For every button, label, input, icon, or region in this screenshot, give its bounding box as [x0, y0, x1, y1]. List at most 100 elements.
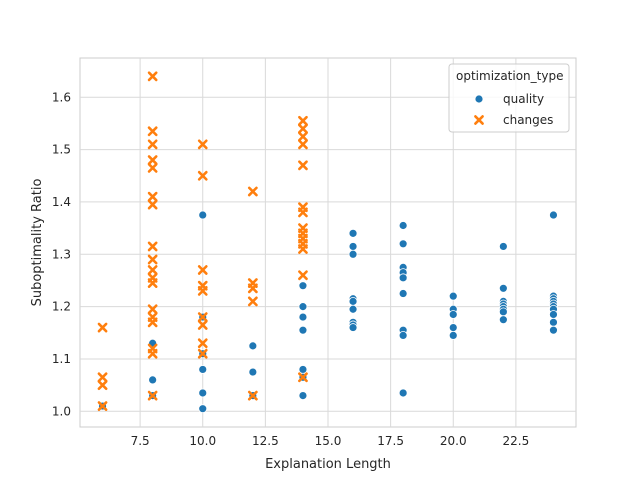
- x-axis-label: Explanation Length: [265, 457, 391, 472]
- changes-point: [247, 186, 258, 197]
- x-tick-label: 17.5: [377, 434, 404, 448]
- changes-point: [147, 241, 158, 252]
- quality-point: [298, 391, 308, 400]
- legend-item-quality: quality: [474, 92, 544, 106]
- quality-point: [298, 281, 308, 291]
- quality-point: [298, 365, 308, 374]
- quality-point: [549, 317, 558, 327]
- changes-point: [97, 372, 108, 383]
- legend-items: quality changes: [474, 92, 553, 127]
- quality-point: [498, 307, 508, 317]
- changes-point: [197, 312, 208, 322]
- changes-point: [147, 191, 158, 202]
- quality-point: [398, 221, 408, 230]
- changes-point: [298, 139, 308, 150]
- quality-point: [148, 375, 158, 385]
- changes-point: [147, 304, 158, 315]
- y-tick-label: 1.1: [52, 352, 71, 366]
- changes-point: [298, 160, 308, 171]
- quality-point: [398, 331, 408, 340]
- quality-legend-marker: [474, 94, 484, 104]
- changes-point: [298, 244, 308, 254]
- legend-item-changes: changes: [474, 113, 553, 127]
- quality-point: [448, 310, 458, 319]
- x-tick-label: 22.5: [503, 434, 530, 448]
- quality-point: [298, 312, 308, 322]
- changes-point: [197, 170, 208, 181]
- changes-point: [147, 254, 158, 265]
- quality-point: [549, 210, 558, 220]
- quality-point: [398, 388, 408, 398]
- changes-legend-label: changes: [503, 113, 553, 127]
- y-axis-label: Suboptimality Ratio: [30, 179, 45, 307]
- grid-lines: [80, 58, 576, 427]
- changes-point: [97, 401, 108, 411]
- x-tick-label: 10.0: [189, 434, 216, 448]
- quality-point: [198, 210, 208, 220]
- legend-box: [448, 63, 570, 133]
- y-tick-label: 1.4: [52, 195, 71, 209]
- quality-point: [348, 242, 358, 251]
- quality-point: [198, 404, 208, 414]
- changes-point: [147, 278, 158, 288]
- quality-point: [348, 296, 358, 306]
- changes-point: [298, 372, 308, 383]
- changes-point: [298, 131, 308, 142]
- changes-legend-marker: [474, 115, 484, 125]
- changes-point: [247, 390, 258, 401]
- quality-point: [248, 367, 258, 377]
- changes-point: [147, 139, 158, 150]
- quality-point: [549, 325, 558, 335]
- quality-point: [248, 341, 258, 351]
- changes-point: [147, 155, 158, 165]
- changes-point: [197, 286, 208, 296]
- changes-point: [147, 348, 158, 359]
- x-tick-label: 15.0: [315, 434, 342, 448]
- changes-point: [298, 207, 308, 218]
- quality-point: [498, 315, 508, 325]
- changes-point: [197, 265, 208, 275]
- legend: optimization_type quality changes: [448, 63, 570, 133]
- quality-point: [348, 304, 358, 314]
- y-tick-label: 1.2: [52, 300, 71, 314]
- y-tick-label: 1.5: [52, 143, 71, 157]
- y-tick-label: 1.6: [52, 90, 71, 104]
- quality-point: [198, 388, 208, 398]
- x-tick-label: 7.5: [131, 434, 150, 448]
- changes-point: [298, 115, 308, 126]
- quality-point: [498, 283, 508, 293]
- changes-point: [147, 126, 158, 137]
- quality-legend-label: quality: [503, 92, 544, 106]
- changes-point: [197, 139, 208, 150]
- quality-point: [348, 228, 358, 238]
- quality-point: [398, 239, 408, 249]
- changes-point: [147, 199, 158, 210]
- x-tick-label: 20.0: [440, 434, 467, 448]
- data-points: [97, 71, 558, 414]
- y-tick-label: 1.3: [52, 247, 71, 261]
- changes-point: [247, 283, 258, 294]
- changes-point: [197, 338, 208, 349]
- legend-title: optimization_type: [456, 69, 563, 83]
- quality-point: [298, 325, 308, 335]
- changes-point: [97, 380, 108, 391]
- quality-point: [498, 242, 508, 251]
- quality-point: [348, 323, 358, 332]
- changes-point: [147, 265, 158, 275]
- quality-point: [348, 249, 358, 259]
- quality-point: [398, 273, 408, 283]
- changes-point: [298, 123, 308, 134]
- changes-point: [298, 270, 308, 281]
- quality-point: [448, 291, 458, 301]
- quality-point: [398, 289, 408, 298]
- changes-point: [147, 71, 158, 82]
- changes-point: [197, 320, 208, 330]
- series-changes: [97, 71, 308, 411]
- x-axis-ticks: 7.5 10.0 12.5 15.0 17.5 20.0 22.5: [131, 434, 530, 448]
- quality-point: [448, 331, 458, 340]
- changes-point: [147, 390, 158, 401]
- x-tick-label: 12.5: [252, 434, 279, 448]
- quality-point: [448, 323, 458, 332]
- changes-point: [147, 163, 158, 173]
